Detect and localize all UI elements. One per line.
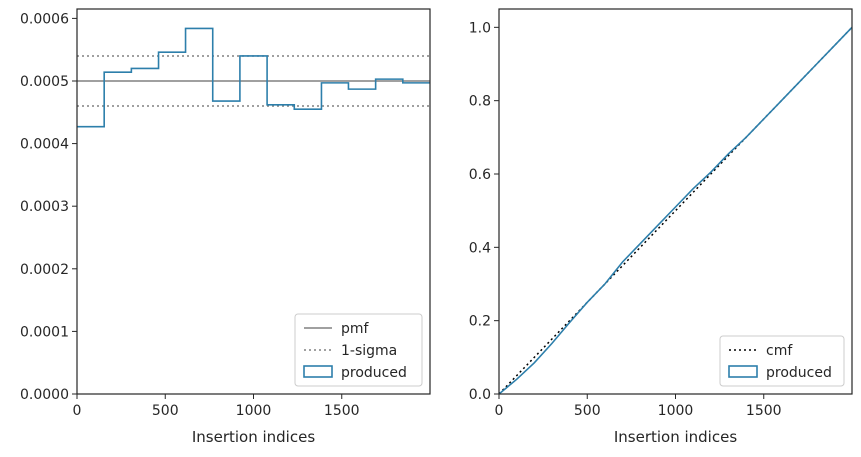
plot-area — [77, 27, 430, 128]
x-tick-label: 0 — [495, 403, 504, 419]
legend-swatch — [728, 365, 758, 378]
legend-label: 1-sigma — [341, 343, 397, 359]
y-tick-label: 0.4 — [469, 240, 491, 256]
x-axis-label: Insertion indices — [614, 428, 737, 446]
y-tick-label: 0.0 — [469, 387, 491, 403]
x-tick-label: 0 — [73, 403, 82, 419]
y-tick-label: 0.0004 — [20, 137, 69, 153]
legend-box — [719, 335, 845, 387]
y-tick-label: 1.0 — [469, 20, 491, 36]
legend: pmf 1-sigma produced — [294, 313, 423, 387]
x-tick-label: 500 — [152, 403, 179, 419]
legend-label: cmf — [766, 343, 793, 359]
y-tick-label: 0.6 — [469, 167, 491, 183]
x-tick-label: 1500 — [746, 403, 782, 419]
legend-label: produced — [766, 365, 832, 381]
y-tick-label: 0.8 — [469, 94, 491, 110]
right-chart: 0 500 1000 1500 0.0 0.2 0.4 0.6 0.8 1.0 Insertion … — [469, 8, 853, 446]
x-tick-label: 1000 — [236, 403, 272, 419]
y-tick-label: 0.0001 — [20, 324, 69, 340]
y-tick-label: 0.0006 — [20, 11, 69, 27]
left-chart: 0 500 1000 1500 0.0000 0.0001 0.0002 0.0003 0.00… — [20, 8, 431, 446]
legend-label: pmf — [341, 321, 370, 337]
y-tick-label: 0.2 — [469, 314, 491, 330]
plot-area — [499, 26, 852, 394]
y-tick-label: 0.0002 — [20, 262, 69, 278]
y-tick-label: 0.0003 — [20, 199, 69, 215]
legend-label: produced — [341, 365, 407, 381]
legend-swatch — [303, 365, 333, 378]
x-tick-label: 1500 — [324, 403, 360, 419]
x-tick-label: 1000 — [658, 403, 694, 419]
series-produced — [499, 26, 852, 394]
legend-box — [294, 313, 423, 387]
legend: cmf produced — [719, 335, 845, 387]
y-tick-label: 0.0005 — [20, 74, 69, 90]
series-produced — [77, 27, 430, 128]
y-tick-label: 0.0000 — [20, 387, 69, 403]
x-tick-label: 500 — [574, 403, 601, 419]
x-axis-label: Insertion indices — [192, 428, 315, 446]
